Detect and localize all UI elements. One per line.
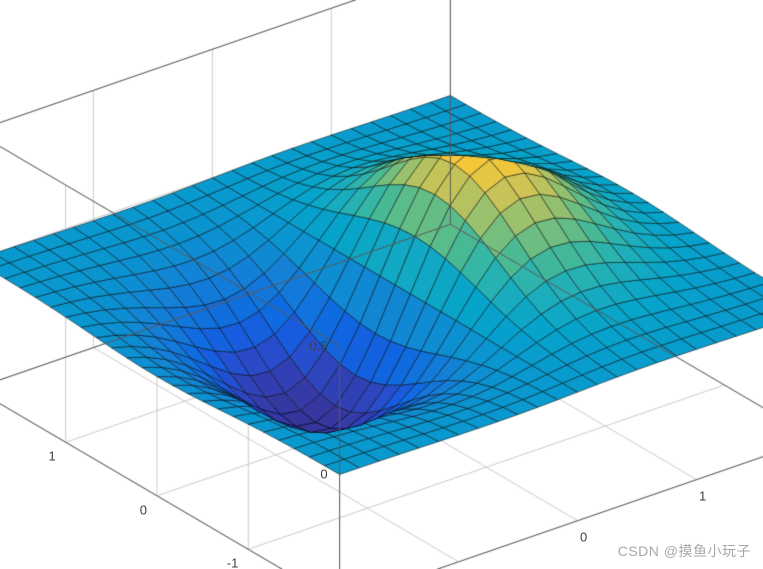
y-tick-label: -1 xyxy=(227,556,239,569)
surface-canvas xyxy=(0,0,763,569)
x-tick-label: 1 xyxy=(699,488,706,503)
y-tick-label: 1 xyxy=(48,449,55,464)
chart-3d-surface: -0.500.5-2-1012-2-1012 CSDN @摸鱼小玩子 xyxy=(0,0,763,569)
z-tick-label: 0 xyxy=(320,467,327,482)
x-tick-label: 0 xyxy=(580,529,587,544)
z-tick-label: 0.5 xyxy=(310,338,328,353)
y-tick-label: 0 xyxy=(140,502,147,517)
watermark-text: CSDN @摸鱼小玩子 xyxy=(618,541,751,561)
